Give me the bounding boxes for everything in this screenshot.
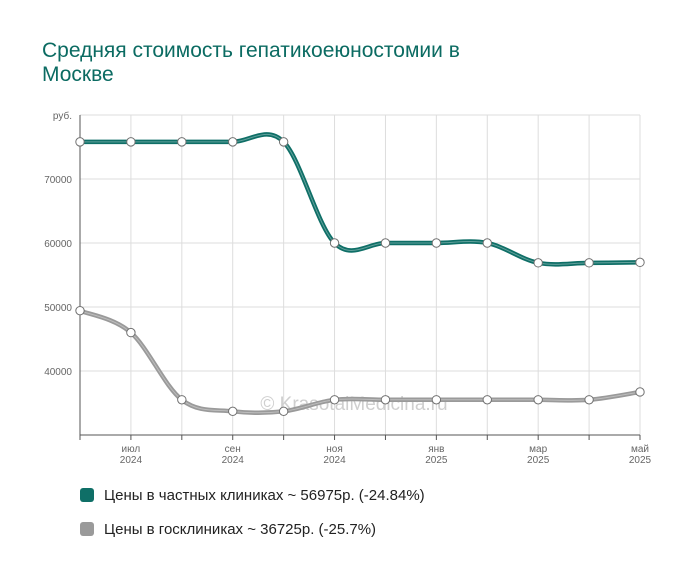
- x-tick-month: янв: [428, 444, 444, 455]
- series-1-point: [635, 387, 645, 397]
- x-tick-month: июл: [122, 444, 141, 455]
- y-tick-label: 60000: [44, 239, 72, 250]
- x-tick-year: 2024: [222, 455, 245, 466]
- y-tick-label: 70000: [44, 175, 72, 186]
- grid: [79, 114, 641, 435]
- series-1-point: [126, 327, 136, 338]
- series-1-point: [380, 395, 391, 405]
- y-tick-label: 40000: [44, 367, 72, 378]
- x-tick-month: ноя: [326, 444, 343, 455]
- x-tick-year: 2025: [527, 455, 550, 466]
- series-0-point: [635, 257, 645, 268]
- series-0-line-highlight: [79, 133, 641, 265]
- x-tick-year: 2025: [629, 455, 652, 466]
- series-1-line: [79, 308, 641, 416]
- series-0-point: [126, 137, 136, 147]
- series-1-point: [584, 395, 594, 405]
- series-0-point: [431, 238, 442, 248]
- series-1-point: [228, 406, 238, 417]
- x-tick-label: сен 2024: [222, 444, 245, 466]
- data-points: [75, 137, 645, 417]
- legend-item-private-clinics[interactable]: Цены в частных клиниках ~ 56975р. (-24.8…: [80, 484, 425, 506]
- series-0-point: [177, 137, 187, 147]
- series-0-point: [278, 137, 289, 147]
- y-tick-label: 50000: [44, 303, 72, 314]
- x-tick-month: сен: [225, 444, 241, 455]
- legend-label: Цены в госклиниках ~ 36725р. (-25.7%): [104, 520, 377, 538]
- series-0-point: [482, 238, 492, 248]
- series-0-point: [329, 238, 340, 248]
- x-tick-label: янв 2025: [425, 444, 448, 466]
- chart-title: Средняя стоимость гепатикоеюностомии в М…: [42, 39, 460, 86]
- x-tick-label: май 2025: [629, 444, 652, 466]
- series-1-point: [278, 406, 289, 417]
- x-tick-year: 2024: [120, 455, 143, 466]
- x-tick-label: мар 2025: [527, 444, 550, 466]
- series-0-point: [380, 238, 391, 248]
- x-tick-year: 2024: [323, 455, 346, 466]
- legend: Цены в частных клиниках ~ 56975р. (-24.8…: [80, 484, 425, 552]
- series-1-point: [329, 395, 340, 405]
- x-tick-label: ноя 2024: [323, 444, 346, 466]
- series-1-point: [431, 395, 442, 405]
- legend-label: Цены в частных клиниках ~ 56975р. (-24.8…: [104, 486, 425, 504]
- series-0-point: [75, 137, 85, 147]
- series-0-point: [228, 137, 238, 147]
- series-1-point: [177, 395, 187, 405]
- x-tick-month: май: [631, 444, 649, 455]
- legend-swatch: [80, 488, 94, 502]
- x-tick-label: июл 2024: [120, 444, 143, 466]
- series-0-point: [584, 258, 594, 268]
- legend-swatch: [80, 522, 94, 536]
- y-axis-unit-label: руб.: [53, 110, 72, 122]
- series-0-point: [533, 258, 543, 268]
- series-1-point: [482, 395, 492, 405]
- series-1-point: [75, 305, 85, 316]
- x-tick-month: мар: [529, 444, 547, 455]
- series-0-line: [79, 132, 641, 267]
- x-tick-year: 2025: [425, 455, 448, 466]
- series-1-point: [533, 395, 543, 405]
- legend-item-public-clinics[interactable]: Цены в госклиниках ~ 36725р. (-25.7%): [80, 518, 425, 540]
